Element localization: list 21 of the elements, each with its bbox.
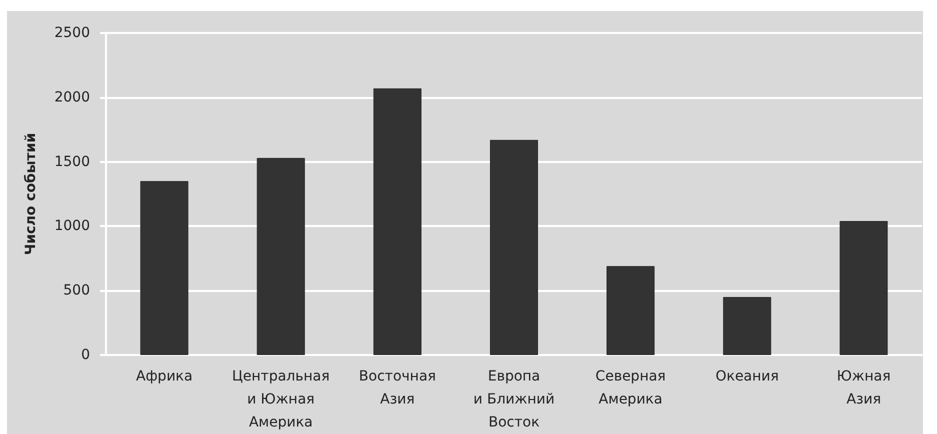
bar	[140, 181, 188, 355]
bar	[373, 88, 422, 355]
y-tick-label: 2000	[54, 89, 90, 106]
x-tick-label: Европа и Ближний Восток	[473, 368, 555, 430]
x-tick-label: Океания	[715, 368, 779, 384]
x-tick-label: Южная Азия	[836, 368, 891, 408]
bar	[840, 221, 888, 355]
y-tick-label: 0	[81, 347, 90, 363]
x-tick-label: Центральная и Южная Америка	[232, 368, 330, 430]
y-tick-label: 1500	[54, 154, 90, 170]
y-axis-title: Число событий	[23, 132, 39, 256]
x-tick-label: Африка	[136, 368, 193, 384]
bar	[490, 140, 538, 355]
bar	[606, 266, 655, 355]
x-tick-label: Северная Америка	[595, 368, 666, 408]
x-tick-label: Восточная Азия	[358, 368, 436, 408]
y-tick-label: 1000	[54, 218, 90, 234]
y-tick-label: 500	[63, 282, 90, 299]
bar	[723, 297, 772, 355]
bar	[256, 158, 305, 355]
y-tick-label: 2500	[54, 25, 90, 41]
